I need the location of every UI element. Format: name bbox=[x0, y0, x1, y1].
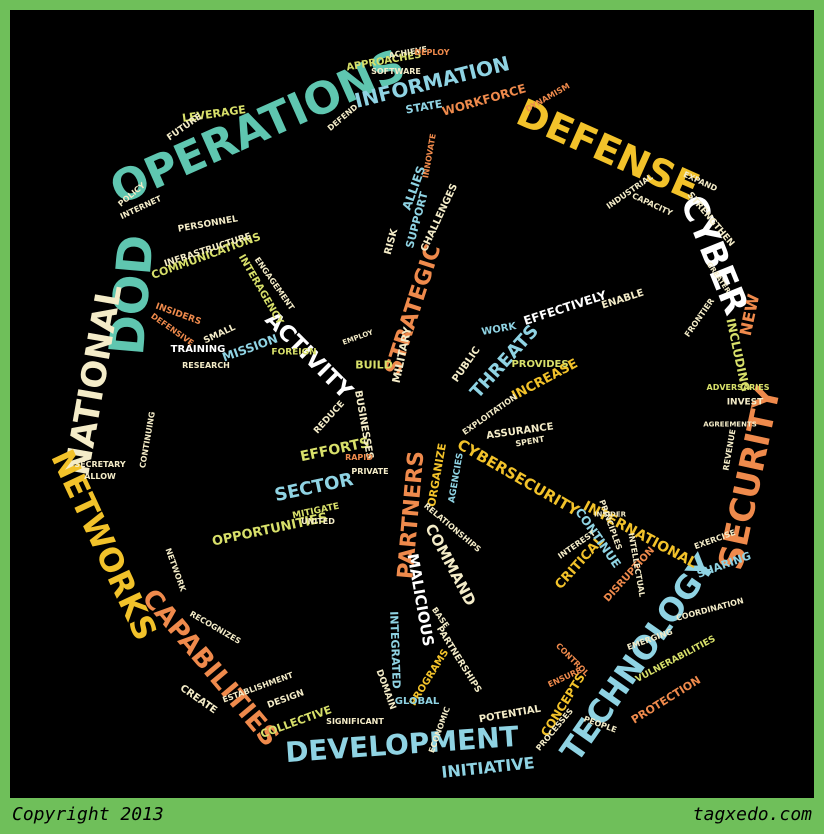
cloud-word: ENABLE bbox=[600, 287, 646, 312]
cloud-word: PROVIDES bbox=[511, 359, 569, 370]
cloud-word: INTEGRATED bbox=[387, 610, 403, 690]
cloud-word: SOFTWARE bbox=[371, 67, 421, 76]
cloud-word: SPENT bbox=[514, 434, 546, 449]
cloud-word: AGENCIES bbox=[447, 452, 466, 504]
cloud-word: FRONTIER bbox=[682, 296, 717, 339]
cloud-word: DEPLOY bbox=[414, 48, 450, 57]
cloud-word: ADVERSARIES bbox=[706, 383, 770, 392]
cloud-word: PRIVATE bbox=[351, 467, 389, 476]
cloud-word: PERSONNEL bbox=[177, 214, 239, 235]
cloud-word: CAPABILITIES bbox=[135, 583, 285, 753]
cloud-word: NETWORK bbox=[163, 546, 188, 593]
cloud-word: WORK bbox=[480, 321, 518, 338]
cloud-word: RESEARCH bbox=[182, 361, 230, 370]
cloud-word: INVEST bbox=[726, 397, 764, 408]
cloud-word: SIGNIFICANT bbox=[326, 717, 384, 726]
cloud-word: SECURITY bbox=[711, 382, 789, 574]
cloud-word: DESIGN bbox=[266, 688, 306, 711]
cloud-word: ALLOW bbox=[84, 472, 116, 481]
cloud-word: EFFECTIVELY bbox=[521, 288, 609, 328]
copyright-text: Copyright 2013 bbox=[12, 804, 164, 825]
cloud-word: REDUCE bbox=[312, 399, 347, 437]
cloud-word: BUILD bbox=[355, 358, 393, 372]
cloud-word: GLOBAL bbox=[394, 696, 440, 707]
cloud-word: SECTOR bbox=[272, 468, 356, 507]
cloud-word: TRAINING bbox=[170, 344, 226, 355]
cloud-word: SECRETARY bbox=[74, 460, 126, 469]
cloud-word: EMPLOY bbox=[341, 328, 375, 347]
cloud-word: RAPID bbox=[345, 453, 373, 462]
cloud-word: RISK bbox=[382, 227, 401, 257]
cloud-word: MALICIOUS bbox=[403, 552, 438, 648]
cloud-word: STRATEGIC bbox=[380, 241, 447, 379]
credit-text: tagxedo.com bbox=[692, 804, 812, 825]
cloud-word: CYBERSECURITY bbox=[454, 435, 583, 520]
cloud-word: DEFENSE bbox=[510, 90, 706, 210]
cloud-word: STATE bbox=[404, 97, 444, 117]
word-cloud-canvas: DOD OPERATIONS INFORMATION DEFENSE CYBER NATI… bbox=[10, 10, 814, 798]
cloud-word: INNOVATE bbox=[421, 132, 438, 179]
cloud-word: COMMAND bbox=[421, 520, 480, 609]
cloud-word: FOREIGN bbox=[271, 347, 317, 358]
cloud-word: AGREEMENTS bbox=[703, 420, 757, 429]
cloud-word: UNITED bbox=[301, 517, 335, 526]
cloud-word: CONTINUING bbox=[138, 410, 157, 469]
cloud-word: SMALL bbox=[202, 322, 238, 347]
cloud-word: INSIDER bbox=[593, 510, 627, 519]
cloud-word: INITIATIVE bbox=[440, 753, 536, 782]
